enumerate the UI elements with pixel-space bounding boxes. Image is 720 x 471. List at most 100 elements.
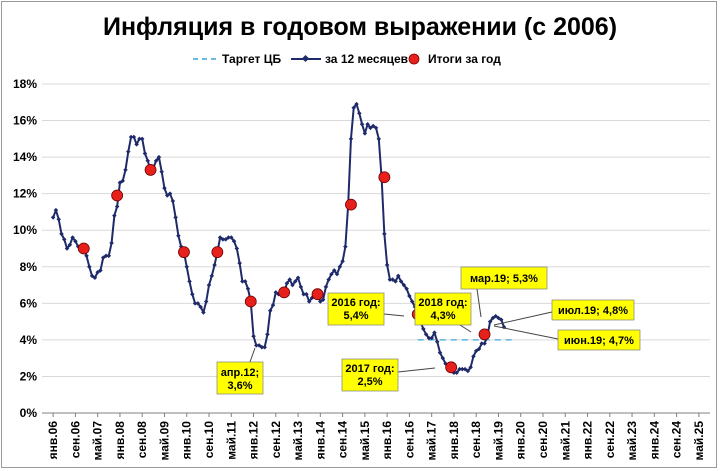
data-point bbox=[106, 253, 112, 259]
data-point bbox=[184, 264, 189, 270]
data-point bbox=[326, 277, 331, 282]
x-tick-label: янв.18 bbox=[447, 421, 461, 460]
data-point bbox=[98, 268, 103, 273]
y-gridlines bbox=[42, 83, 710, 377]
data-point bbox=[423, 332, 429, 337]
y-tick-label: 4% bbox=[20, 333, 38, 347]
x-tick-label: янв.10 bbox=[180, 421, 194, 460]
data-point bbox=[471, 354, 476, 359]
annotation-apr12-line1: апр.12; bbox=[221, 367, 259, 379]
annotation-2018-line1: 2018 год: bbox=[418, 297, 467, 309]
data-point bbox=[398, 279, 404, 284]
data-point bbox=[290, 282, 295, 288]
data-point bbox=[479, 341, 485, 346]
annual-point bbox=[278, 286, 291, 299]
x-tick-label: янв.24 bbox=[647, 421, 661, 460]
data-point bbox=[62, 237, 67, 242]
data-point bbox=[407, 293, 412, 299]
data-point bbox=[462, 366, 468, 372]
data-point bbox=[304, 291, 309, 297]
y-tick-label: 10% bbox=[13, 223, 37, 237]
data-point bbox=[387, 277, 393, 282]
data-point bbox=[343, 244, 348, 249]
data-point bbox=[89, 273, 95, 279]
annotation-arrow-2018 bbox=[459, 324, 472, 333]
x-tick-label: май.23 bbox=[625, 421, 639, 461]
data-point bbox=[73, 238, 78, 244]
x-tick-label: янв.16 bbox=[380, 421, 394, 460]
x-tick-label: янв.22 bbox=[581, 421, 595, 460]
data-point bbox=[359, 121, 365, 127]
chart-title: Инфляция в годовом выражении (с 2006) bbox=[103, 13, 617, 41]
data-point bbox=[67, 242, 73, 248]
data-point bbox=[426, 335, 432, 341]
y-tick-label: 16% bbox=[13, 114, 37, 128]
annual-point bbox=[345, 198, 357, 211]
data-point bbox=[87, 264, 92, 270]
data-point bbox=[334, 271, 340, 277]
data-point bbox=[337, 264, 343, 270]
x-tick-label: май.09 bbox=[157, 421, 171, 461]
data-point bbox=[103, 253, 109, 259]
x-tick-label: янв.12 bbox=[247, 421, 261, 460]
data-point bbox=[301, 291, 306, 297]
x-tick-label: янв.20 bbox=[514, 421, 528, 460]
annual-points bbox=[77, 164, 491, 374]
data-point bbox=[376, 136, 382, 142]
data-point bbox=[50, 215, 56, 220]
data-point bbox=[254, 343, 259, 348]
y-tick-label: 18% bbox=[13, 77, 37, 91]
data-point bbox=[126, 149, 131, 154]
data-point bbox=[362, 131, 368, 136]
data-point bbox=[498, 317, 504, 323]
annual-point bbox=[144, 164, 157, 176]
data-point bbox=[287, 277, 292, 282]
x-tick-label: сен.14 bbox=[336, 421, 350, 459]
data-point bbox=[331, 268, 337, 273]
data-point bbox=[404, 286, 409, 291]
x-tick-label: май.11 bbox=[224, 421, 238, 460]
annual-point bbox=[445, 361, 458, 374]
annual-point bbox=[378, 171, 391, 184]
data-point bbox=[432, 330, 437, 335]
data-point bbox=[265, 332, 270, 337]
x-tick-label: сен.24 bbox=[670, 421, 684, 459]
data-point bbox=[382, 231, 387, 237]
data-point bbox=[70, 235, 75, 240]
data-point bbox=[195, 301, 201, 306]
x-tick-label: сен.06 bbox=[68, 421, 82, 459]
data-point bbox=[482, 341, 487, 346]
data-point bbox=[190, 291, 195, 297]
data-point bbox=[468, 365, 473, 370]
data-point bbox=[318, 299, 323, 304]
annotation-2016-line2: 5,4% bbox=[343, 310, 368, 322]
data-point bbox=[273, 290, 279, 295]
data-point bbox=[159, 169, 164, 174]
data-point bbox=[490, 315, 496, 321]
data-point bbox=[84, 253, 89, 259]
x-tick-label: май.21 bbox=[558, 421, 572, 461]
data-point bbox=[476, 346, 482, 352]
data-point bbox=[262, 344, 267, 350]
x-tick-label: май.19 bbox=[491, 421, 505, 461]
x-tick-label: май.17 bbox=[425, 421, 439, 461]
data-point bbox=[237, 260, 242, 266]
y-tick-label: 2% bbox=[20, 369, 38, 383]
data-point bbox=[212, 262, 217, 268]
legend-target-label: Таргет ЦБ bbox=[222, 52, 282, 66]
data-point bbox=[56, 216, 61, 222]
x-tick-label: янв.06 bbox=[46, 421, 60, 460]
annual-point bbox=[478, 328, 491, 341]
data-point bbox=[454, 370, 459, 376]
x-tick-label: сен.20 bbox=[536, 421, 550, 459]
x-tick-label: сен.12 bbox=[269, 421, 283, 459]
data-point bbox=[368, 125, 373, 131]
data-point bbox=[120, 178, 125, 184]
data-point bbox=[320, 297, 326, 302]
y-tick-label: 8% bbox=[20, 260, 38, 274]
data-point bbox=[256, 343, 262, 348]
data-point bbox=[429, 335, 434, 341]
data-point bbox=[112, 213, 117, 218]
data-point bbox=[496, 315, 501, 321]
annotation-arrow-2017 bbox=[397, 367, 436, 373]
